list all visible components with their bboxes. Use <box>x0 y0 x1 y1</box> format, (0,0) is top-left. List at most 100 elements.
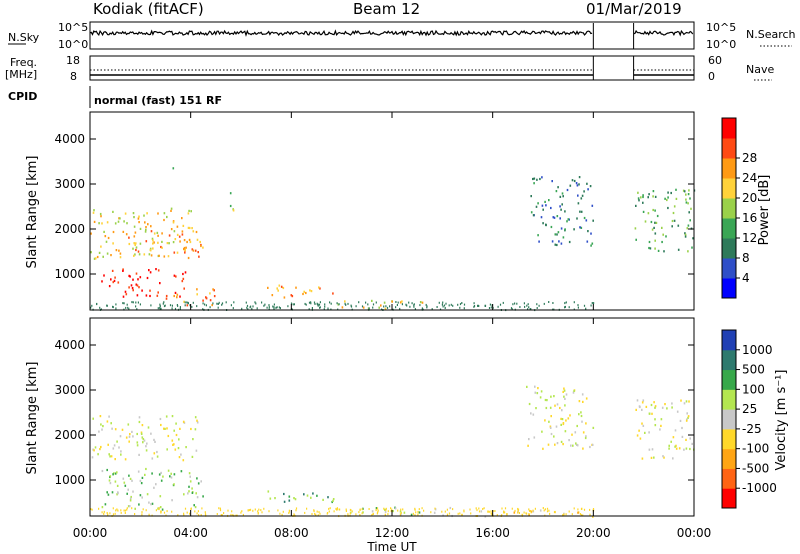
velocity-echo-mark <box>113 444 116 447</box>
velocity-echo-mark <box>124 484 127 487</box>
power-echo-mark <box>146 212 148 215</box>
velocity-colorbar: 1000 500 100 25 -25 -100 -500 -1000 <box>721 329 777 509</box>
velocity-echo-mark <box>550 415 552 418</box>
y-tick-label: 1000 <box>54 267 85 281</box>
velocity-ground-mark <box>459 512 461 515</box>
velocity-echo-mark <box>169 475 171 478</box>
power-ground-mark <box>317 304 319 307</box>
power-echo-mark <box>124 212 127 215</box>
velocity-echo-mark <box>163 427 165 430</box>
velocity-echo-mark <box>111 427 113 430</box>
power-echo-mark <box>149 271 152 274</box>
power-ground-mark <box>523 302 525 305</box>
power-echo-mark <box>380 304 382 307</box>
power-ground-mark <box>499 303 502 306</box>
power-colorbar-tick-label: 20 <box>742 191 757 205</box>
power-ground-mark <box>264 303 266 306</box>
power-ground-mark <box>162 302 164 305</box>
velocity-echo-mark <box>146 442 148 445</box>
power-ground-mark <box>367 303 369 306</box>
power-echo-mark <box>229 204 232 208</box>
velocity-echo-mark <box>125 436 128 439</box>
power-echo-mark <box>157 212 159 215</box>
velocity-ground-mark <box>441 510 443 513</box>
velocity-ground-mark <box>101 511 103 514</box>
power-echo-mark <box>592 219 594 222</box>
velocity-echo-mark <box>148 501 150 504</box>
velocity-ground-mark <box>142 508 144 511</box>
power-echo-mark <box>579 226 581 229</box>
velocity-echo-mark <box>534 391 537 394</box>
power-echo-mark <box>538 240 540 243</box>
velocity-ground-mark <box>490 510 492 513</box>
power-echo-mark <box>580 226 583 229</box>
velocity-echo-mark <box>550 395 552 398</box>
power-ground-mark <box>414 308 416 311</box>
velocity-echo-mark <box>160 471 162 474</box>
power-echo-mark <box>163 255 166 258</box>
velocity-ground-mark <box>158 508 160 511</box>
velocity-echo-mark <box>156 455 159 458</box>
velocity-ground-mark <box>123 509 125 512</box>
power-ground-mark <box>189 304 191 307</box>
velocity-ground-mark <box>580 514 582 517</box>
power-ground-mark <box>184 304 186 307</box>
power-echo-mark <box>153 232 156 235</box>
power-echo-mark <box>557 186 559 189</box>
power-echo-mark <box>90 232 92 235</box>
power-echo-mark <box>194 249 197 252</box>
power-ground-mark <box>246 304 249 307</box>
velocity-colorbar-tick-label: 500 <box>742 363 765 377</box>
velocity-ground-mark <box>573 507 575 510</box>
power-ground-mark <box>426 305 428 308</box>
power-echo-mark <box>106 221 109 224</box>
velocity-echo-mark <box>581 420 583 423</box>
velocity-echo-mark <box>188 472 191 475</box>
power-echo-mark <box>149 294 151 298</box>
velocity-ground-mark <box>517 511 519 514</box>
velocity-echo-mark <box>576 424 578 428</box>
velocity-ground-mark <box>91 508 93 511</box>
velocity-echo-mark <box>636 399 639 402</box>
velocity-ground-mark <box>423 509 425 512</box>
power-echo-mark <box>675 197 678 200</box>
power-echo-mark <box>155 268 157 271</box>
velocity-echo-mark <box>127 423 130 426</box>
power-echo-mark <box>383 301 386 304</box>
velocity-echo-mark <box>687 415 690 418</box>
velocity-echo-mark <box>491 513 493 516</box>
velocity-ground-mark <box>240 511 242 514</box>
velocity-ground-mark <box>589 508 591 511</box>
power-ground-mark <box>241 307 243 310</box>
velocity-ground-mark <box>421 507 423 510</box>
velocity-ground-mark <box>306 507 308 510</box>
velocity-echo-mark <box>660 424 662 427</box>
power-echo-mark <box>92 211 95 214</box>
velocity-ground-mark <box>314 512 316 515</box>
velocity-ground-mark <box>311 513 313 515</box>
velocity-echo-mark <box>108 415 110 418</box>
power-echo-mark <box>670 191 672 195</box>
velocity-echo-mark <box>685 400 688 403</box>
velocity-ground-mark <box>399 513 401 516</box>
velocity-ground-mark <box>120 509 122 512</box>
velocity-ground-mark <box>376 507 379 510</box>
power-echo-mark <box>135 272 138 275</box>
velocity-echo-mark <box>662 455 664 458</box>
velocity-ground-mark <box>219 509 222 512</box>
velocity-echo-mark <box>146 493 149 496</box>
velocity-echo-mark <box>394 507 397 510</box>
velocity-echo-mark <box>679 419 682 422</box>
power-ground-mark <box>510 307 513 310</box>
power-colorbar-tick-label: 12 <box>742 231 757 245</box>
power-echo-mark <box>104 235 107 238</box>
velocity-ground-mark <box>282 510 284 513</box>
velocity-echo-mark <box>685 447 688 450</box>
velocity-echo-mark <box>136 432 138 436</box>
power-ground-mark <box>159 303 161 306</box>
power-echo-mark <box>202 246 204 249</box>
power-ground-mark <box>247 308 249 311</box>
velocity-ground-mark <box>548 509 550 512</box>
velocity-echo-mark <box>145 445 147 448</box>
power-echo-mark <box>184 248 186 252</box>
